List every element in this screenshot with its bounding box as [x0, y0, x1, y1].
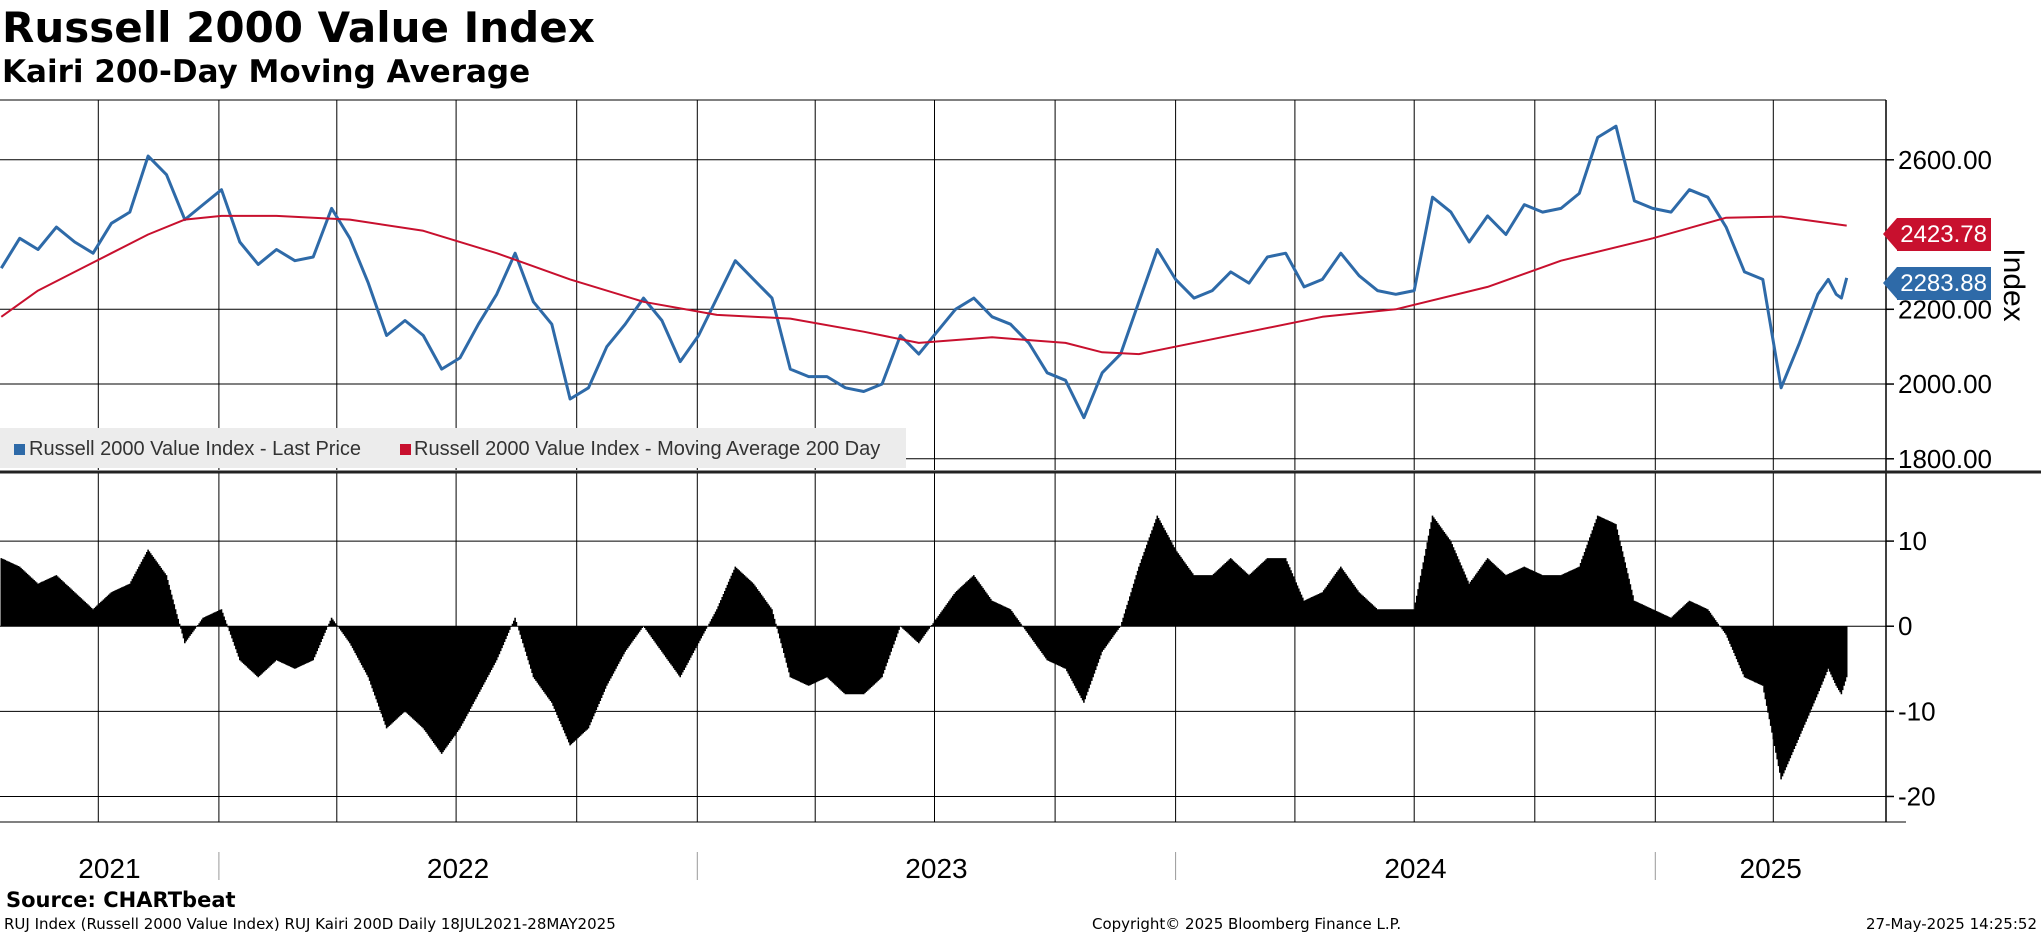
source-note: Source: CHARTbeat — [6, 888, 236, 912]
y-tick-label: 2000.00 — [1898, 369, 1992, 399]
axis-labels: 1800.002000.002200.002600.00-20-10010202… — [78, 145, 2030, 884]
price-lines — [0, 124, 1849, 420]
y-tick-label: -20 — [1898, 781, 1936, 811]
kairi-bars — [0, 515, 1848, 780]
legend-swatch-last-price — [14, 444, 25, 455]
legend-label-last-price: Russell 2000 Value Index - Last Price — [29, 438, 362, 460]
x-tick-label: 2023 — [905, 853, 967, 884]
kairi-bar — [0, 515, 1848, 780]
footer-description: RUJ Index (Russell 2000 Value Index) RUJ… — [4, 915, 616, 933]
y-tick-label: 1800.00 — [1898, 444, 1992, 474]
y-tick-label: -10 — [1898, 696, 1936, 726]
x-tick-label: 2021 — [78, 853, 140, 884]
x-tick-label: 2022 — [427, 853, 489, 884]
x-tick-label: 2025 — [1740, 853, 1802, 884]
x-tick-label: 2024 — [1384, 853, 1446, 884]
y-tick-label: 10 — [1898, 526, 1927, 556]
grid-lines — [0, 100, 1886, 822]
legend-swatch-moving-average — [400, 444, 411, 455]
y-axis-title: Index — [1997, 248, 2030, 321]
moving-average-line — [0, 214, 1847, 356]
chart-canvas: 1800.002000.002200.002600.00-20-10010202… — [0, 99, 2041, 884]
legend-label-moving-average: Russell 2000 Value Index - Moving Averag… — [414, 438, 881, 460]
footer-copyright: Copyright© 2025 Bloomberg Finance L.P. — [1092, 915, 1402, 933]
last-price-value-tag: 2283.88 — [1883, 267, 1991, 300]
moving-average-value-tag: 2423.78 — [1883, 218, 1991, 251]
last-price-line — [0, 124, 1849, 420]
footer-timestamp: 27-May-2025 14:25:52 — [1866, 915, 2037, 933]
chart-title: Russell 2000 Value Index — [2, 3, 595, 52]
y-tick-label: 0 — [1898, 611, 1912, 641]
chart-subtitle: Kairi 200-Day Moving Average — [2, 54, 531, 90]
y-tick-label: 2600.00 — [1898, 145, 1992, 175]
legend: Russell 2000 Value Index - Last Price Ru… — [0, 428, 906, 468]
